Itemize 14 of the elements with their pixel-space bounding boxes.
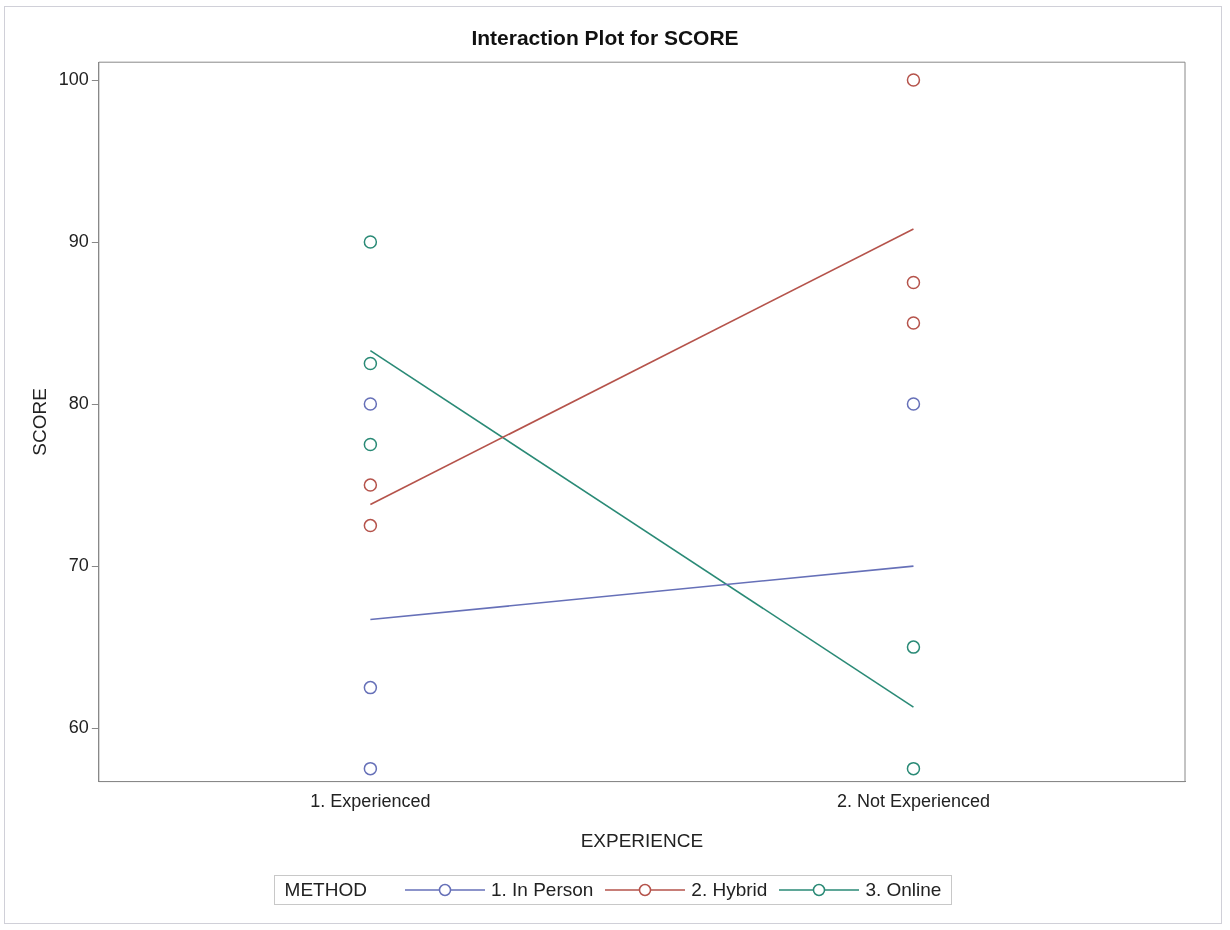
y-tick-label: 90: [68, 231, 89, 252]
legend-label: 2. Hybrid: [691, 879, 768, 901]
y-tick-label: 80: [68, 393, 89, 414]
x-axis-title: EXPERIENCE: [580, 829, 704, 851]
y-tick-label: 70: [68, 555, 89, 576]
y-axis-title: SCORE: [28, 388, 50, 456]
y-tick-label: 60: [68, 717, 89, 738]
legend-label: 3. Online: [865, 879, 942, 901]
legend-label: 1. In Person: [490, 879, 594, 901]
y-tick-label: 100: [58, 68, 89, 89]
chart-title: Interaction Plot for SCORE: [471, 26, 739, 50]
x-tick-label: 1. Experienced: [310, 791, 431, 812]
legend-title: METHOD: [284, 879, 367, 901]
x-tick-label: 2. Not Experienced: [836, 791, 990, 812]
